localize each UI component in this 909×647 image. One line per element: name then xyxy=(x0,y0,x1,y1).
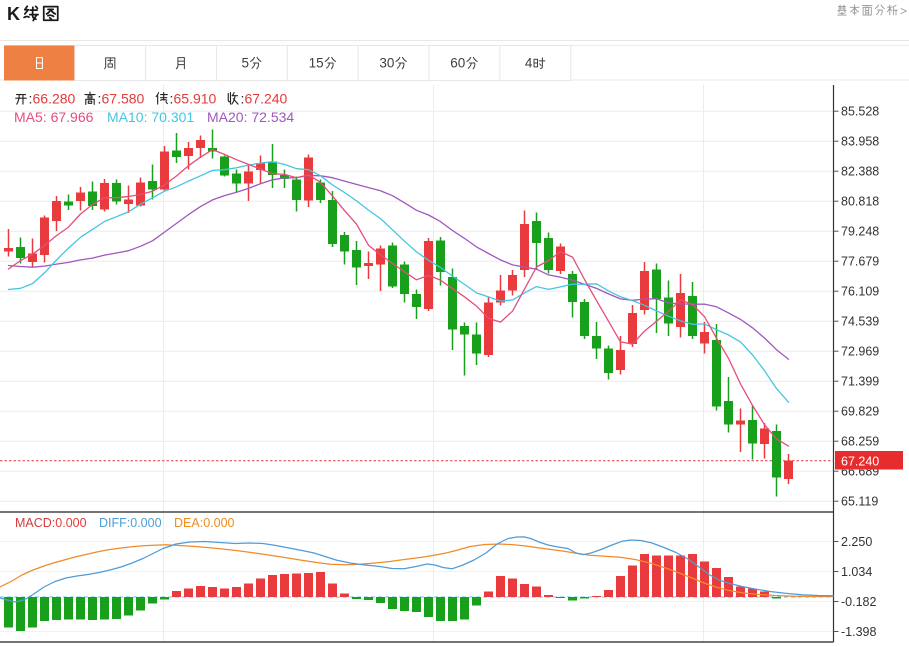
svg-text:71.399: 71.399 xyxy=(841,375,879,389)
svg-text:2.250: 2.250 xyxy=(841,535,872,549)
svg-text:>: > xyxy=(900,4,907,18)
svg-text:67.240: 67.240 xyxy=(841,454,879,468)
svg-text::: : xyxy=(29,91,33,107)
svg-text:DEA:0.000: DEA:0.000 xyxy=(174,516,235,530)
svg-text:69.829: 69.829 xyxy=(841,405,879,419)
svg-text:5: 5 xyxy=(242,56,250,71)
svg-text:67.580: 67.580 xyxy=(102,91,145,107)
svg-text:-1.398: -1.398 xyxy=(841,625,876,639)
svg-text:83.958: 83.958 xyxy=(841,135,879,149)
svg-text:DIFF:0.000: DIFF:0.000 xyxy=(99,516,162,530)
svg-text:60: 60 xyxy=(450,56,465,71)
svg-text:30: 30 xyxy=(379,56,394,71)
svg-text:4: 4 xyxy=(525,56,533,71)
svg-text:MA20: 72.534: MA20: 72.534 xyxy=(207,109,294,125)
svg-text:66.280: 66.280 xyxy=(33,91,76,107)
svg-text::: : xyxy=(98,91,102,107)
svg-text:74.539: 74.539 xyxy=(841,315,879,329)
svg-text:65.119: 65.119 xyxy=(841,495,878,509)
svg-text:82.388: 82.388 xyxy=(841,165,879,179)
svg-text:15: 15 xyxy=(309,56,324,71)
svg-text:1.034: 1.034 xyxy=(841,565,872,579)
svg-text:65.910: 65.910 xyxy=(174,91,217,107)
svg-text:79.248: 79.248 xyxy=(841,225,879,239)
svg-text::: : xyxy=(241,91,245,107)
svg-text:MA5: 67.966: MA5: 67.966 xyxy=(14,109,94,125)
svg-text:MACD:0.000: MACD:0.000 xyxy=(15,516,87,530)
svg-text:76.109: 76.109 xyxy=(841,285,879,299)
svg-text:K: K xyxy=(7,4,20,24)
svg-text:85.528: 85.528 xyxy=(841,105,879,119)
svg-text:77.679: 77.679 xyxy=(841,255,879,269)
svg-text:-0.182: -0.182 xyxy=(841,595,876,609)
svg-text:72.969: 72.969 xyxy=(841,345,879,359)
svg-text::: : xyxy=(170,91,174,107)
svg-text:67.240: 67.240 xyxy=(245,91,288,107)
svg-text:68.259: 68.259 xyxy=(841,435,879,449)
svg-text:80.818: 80.818 xyxy=(841,195,879,209)
svg-text:MA10: 70.301: MA10: 70.301 xyxy=(107,109,194,125)
